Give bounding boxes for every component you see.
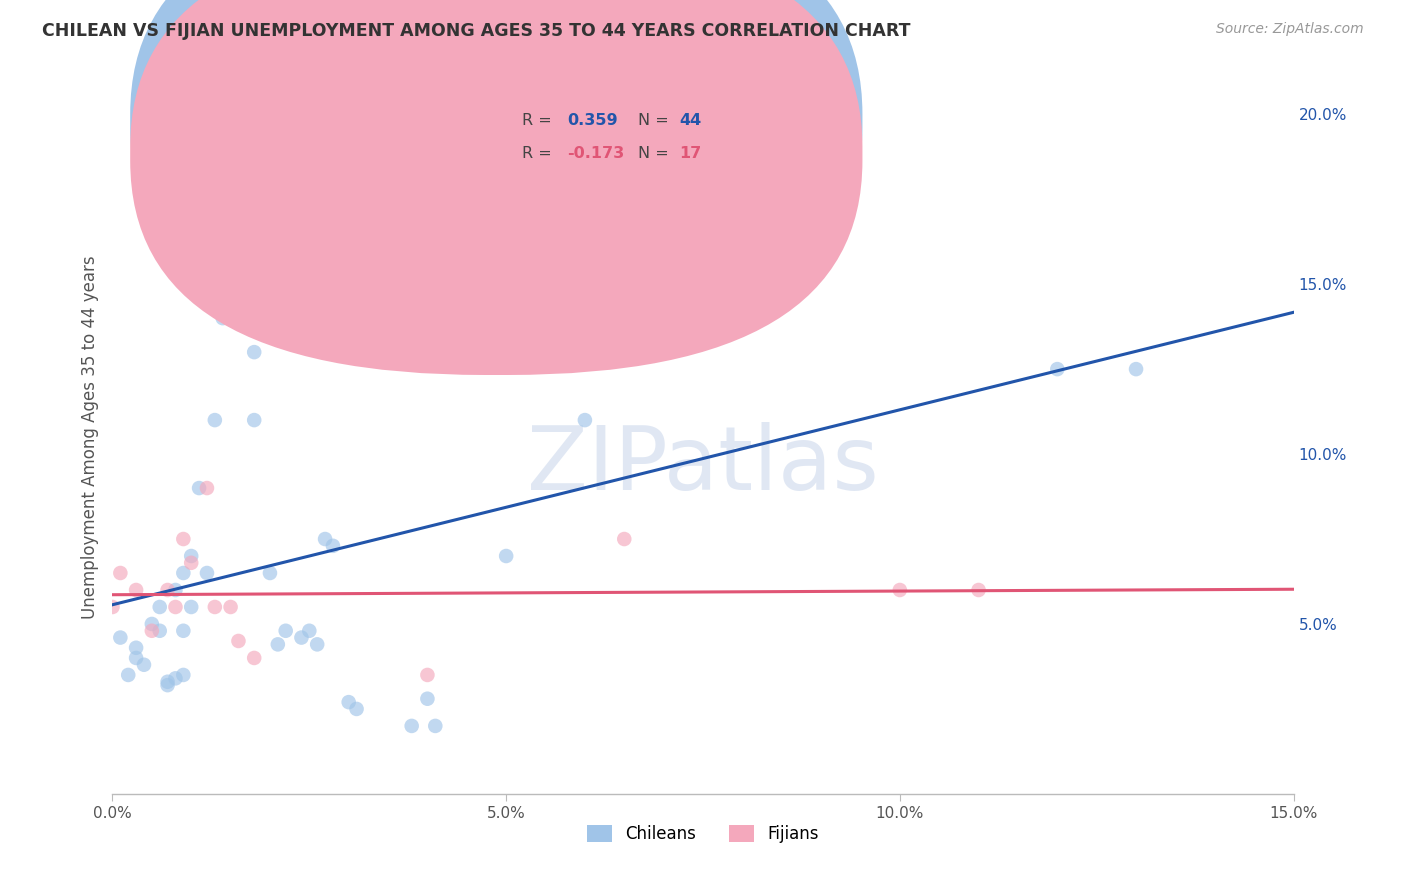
- Point: [307, 637, 329, 651]
- Point: [298, 624, 321, 638]
- Point: [346, 702, 368, 716]
- FancyBboxPatch shape: [131, 0, 862, 375]
- Point: [652, 192, 675, 206]
- Text: 17: 17: [679, 146, 702, 161]
- Point: [156, 582, 179, 597]
- Text: N =: N =: [638, 113, 673, 128]
- Point: [425, 719, 447, 733]
- Point: [125, 582, 148, 597]
- Point: [228, 634, 250, 648]
- Point: [235, 284, 257, 298]
- Point: [172, 566, 194, 580]
- Point: [401, 719, 423, 733]
- Point: [195, 566, 218, 580]
- Point: [172, 624, 194, 638]
- Point: [165, 599, 187, 614]
- Point: [156, 674, 179, 689]
- Text: N =: N =: [638, 146, 673, 161]
- Text: 44: 44: [679, 113, 702, 128]
- Point: [219, 260, 242, 275]
- Point: [149, 624, 172, 638]
- Point: [495, 549, 517, 563]
- Text: ZIPatlas: ZIPatlas: [527, 422, 879, 509]
- Point: [259, 566, 281, 580]
- Point: [125, 651, 148, 665]
- Point: [337, 695, 360, 709]
- Point: [132, 657, 155, 672]
- Text: -0.173: -0.173: [567, 146, 624, 161]
- Text: 0.359: 0.359: [567, 113, 617, 128]
- Point: [322, 539, 344, 553]
- Point: [149, 599, 172, 614]
- Point: [180, 599, 202, 614]
- Text: R =: R =: [522, 113, 557, 128]
- FancyBboxPatch shape: [131, 0, 862, 343]
- Point: [101, 599, 124, 614]
- Y-axis label: Unemployment Among Ages 35 to 44 years: Unemployment Among Ages 35 to 44 years: [80, 255, 98, 619]
- Point: [243, 413, 266, 427]
- Point: [274, 624, 297, 638]
- Point: [211, 311, 233, 326]
- Point: [180, 556, 202, 570]
- Point: [889, 582, 911, 597]
- Point: [165, 582, 187, 597]
- Point: [204, 413, 226, 427]
- FancyBboxPatch shape: [467, 95, 762, 184]
- Point: [180, 549, 202, 563]
- Point: [1125, 362, 1147, 376]
- Point: [110, 566, 132, 580]
- Point: [243, 651, 266, 665]
- Point: [188, 481, 211, 495]
- Point: [228, 294, 250, 309]
- Point: [314, 532, 336, 546]
- Legend: Chileans, Fijians: Chileans, Fijians: [581, 818, 825, 850]
- Point: [141, 617, 163, 632]
- Text: Source: ZipAtlas.com: Source: ZipAtlas.com: [1216, 22, 1364, 37]
- Point: [204, 599, 226, 614]
- Point: [172, 668, 194, 682]
- Point: [613, 532, 636, 546]
- Point: [574, 413, 596, 427]
- Point: [195, 481, 218, 495]
- Point: [416, 691, 439, 706]
- Point: [141, 624, 163, 638]
- Point: [156, 678, 179, 692]
- Point: [219, 599, 242, 614]
- Point: [110, 631, 132, 645]
- Point: [117, 668, 139, 682]
- Point: [416, 668, 439, 682]
- Point: [125, 640, 148, 655]
- Text: R =: R =: [522, 146, 557, 161]
- Point: [267, 637, 290, 651]
- Point: [1046, 362, 1069, 376]
- Point: [172, 532, 194, 546]
- Text: CHILEAN VS FIJIAN UNEMPLOYMENT AMONG AGES 35 TO 44 YEARS CORRELATION CHART: CHILEAN VS FIJIAN UNEMPLOYMENT AMONG AGE…: [42, 22, 911, 40]
- Point: [967, 582, 990, 597]
- Point: [243, 345, 266, 359]
- Point: [165, 671, 187, 685]
- Point: [290, 631, 312, 645]
